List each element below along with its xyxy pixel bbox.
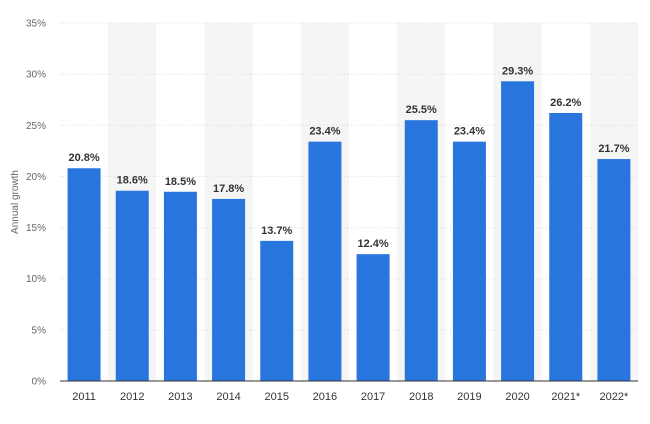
data-label: 18.5%: [165, 176, 196, 188]
data-label: 13.7%: [261, 225, 292, 237]
x-tick-label: 2022*: [600, 391, 629, 403]
y-tick-label: 5%: [32, 325, 47, 336]
y-tick-label: 15%: [26, 223, 46, 234]
bar: [597, 159, 631, 381]
y-tick-label: 20%: [26, 172, 46, 183]
x-tick-label: 2017: [361, 391, 385, 403]
data-label: 23.4%: [309, 126, 340, 138]
x-tick-label: 2016: [313, 391, 337, 403]
data-label: 17.8%: [213, 183, 244, 195]
y-tick-label: 30%: [26, 70, 46, 81]
x-tick-label: 2020: [505, 391, 529, 403]
bar: [356, 254, 390, 381]
x-tick-label: 2019: [457, 391, 481, 403]
x-tick-label: 2014: [216, 391, 240, 403]
y-axis-label: Annual growth: [10, 170, 21, 234]
data-label: 29.3%: [502, 65, 533, 77]
bar: [549, 113, 583, 382]
y-axis-ticks: 0% 5% 10% 15% 20% 25% 30% 35%: [26, 19, 46, 388]
bar: [452, 141, 486, 381]
data-labels: 20.8% 18.6% 18.5% 17.8% 13.7% 23.4% 12.4% 25.5%…: [68, 65, 629, 250]
x-tick-label: 2018: [409, 391, 433, 403]
bar: [163, 191, 197, 381]
data-label: 18.6%: [117, 175, 148, 187]
data-label: 26.2%: [550, 97, 581, 109]
gridlines: [60, 22, 638, 331]
bars: [67, 81, 631, 382]
bar: [308, 141, 342, 381]
bar: [212, 198, 246, 381]
y-tick-label: 0%: [32, 377, 47, 388]
bar: [260, 240, 294, 381]
data-label: 20.8%: [68, 152, 99, 164]
y-tick-label: 35%: [26, 19, 46, 30]
data-label: 21.7%: [598, 143, 629, 155]
x-tick-label: 2021*: [551, 391, 580, 403]
bar: [404, 120, 438, 382]
data-label: 12.4%: [357, 238, 388, 250]
y-tick-label: 25%: [26, 121, 46, 132]
y-tick-label: 10%: [26, 274, 46, 285]
x-tick-label: 2013: [168, 391, 192, 403]
data-label: 25.5%: [406, 104, 437, 116]
bar: [501, 81, 535, 381]
bar: [67, 168, 101, 381]
bar: [115, 190, 149, 381]
data-label: 23.4%: [454, 126, 485, 138]
x-tick-label: 2015: [265, 391, 289, 403]
x-tick-label: 2012: [120, 391, 144, 403]
x-tick-label: 2011: [72, 391, 96, 403]
x-axis-ticks: 2011 2012 2013 2014 2015 2016 2017 2018 2019 2020…: [72, 391, 629, 403]
